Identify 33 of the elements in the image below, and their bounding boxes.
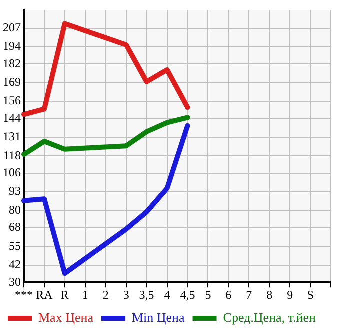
x-tick-label: 2 bbox=[102, 288, 109, 302]
x-tick-label: 4,5 bbox=[180, 288, 196, 302]
y-tick-label: 118 bbox=[3, 148, 21, 162]
y-tick-label: 106 bbox=[3, 166, 21, 180]
x-tick-label: 3,5 bbox=[139, 288, 154, 302]
x-tick-label: S bbox=[307, 288, 314, 302]
y-tick-label: 194 bbox=[3, 39, 21, 54]
y-tick-label: 144 bbox=[3, 110, 21, 125]
x-tick-label: 1 bbox=[82, 288, 88, 302]
y-tick-label: 207 bbox=[3, 20, 21, 34]
x-tick-label: 8 bbox=[266, 288, 273, 302]
y-tick-label: 156 bbox=[3, 94, 21, 108]
legend-label: Max Цена bbox=[38, 310, 94, 325]
x-tick-label: 9 bbox=[287, 288, 294, 302]
y-tick-label: 182 bbox=[3, 56, 21, 70]
legend-label: Min Цена bbox=[132, 310, 185, 325]
y-tick-label: 68 bbox=[9, 220, 21, 234]
y-tick-label: 42 bbox=[9, 258, 21, 272]
x-tick-label: 6 bbox=[226, 288, 232, 302]
x-tick-label: 5 bbox=[205, 288, 212, 302]
legend-label: Сред.Цена, т.йен bbox=[223, 310, 316, 325]
x-tick-label: 3 bbox=[123, 288, 130, 302]
x-tick-label: RA bbox=[36, 288, 54, 302]
x-tick-label: R bbox=[60, 288, 69, 302]
y-tick-label: 93 bbox=[9, 184, 21, 198]
x-tick-label: 4 bbox=[164, 288, 170, 302]
y-tick-label: 131 bbox=[3, 130, 21, 144]
x-tick-label: 7 bbox=[246, 288, 252, 302]
x-tick-label: *** bbox=[15, 288, 33, 302]
y-tick-label: 80 bbox=[9, 202, 21, 217]
y-tick-label: 55 bbox=[9, 238, 21, 253]
y-tick-label: 30 bbox=[9, 274, 21, 289]
y-tick-label: 169 bbox=[3, 75, 21, 90]
